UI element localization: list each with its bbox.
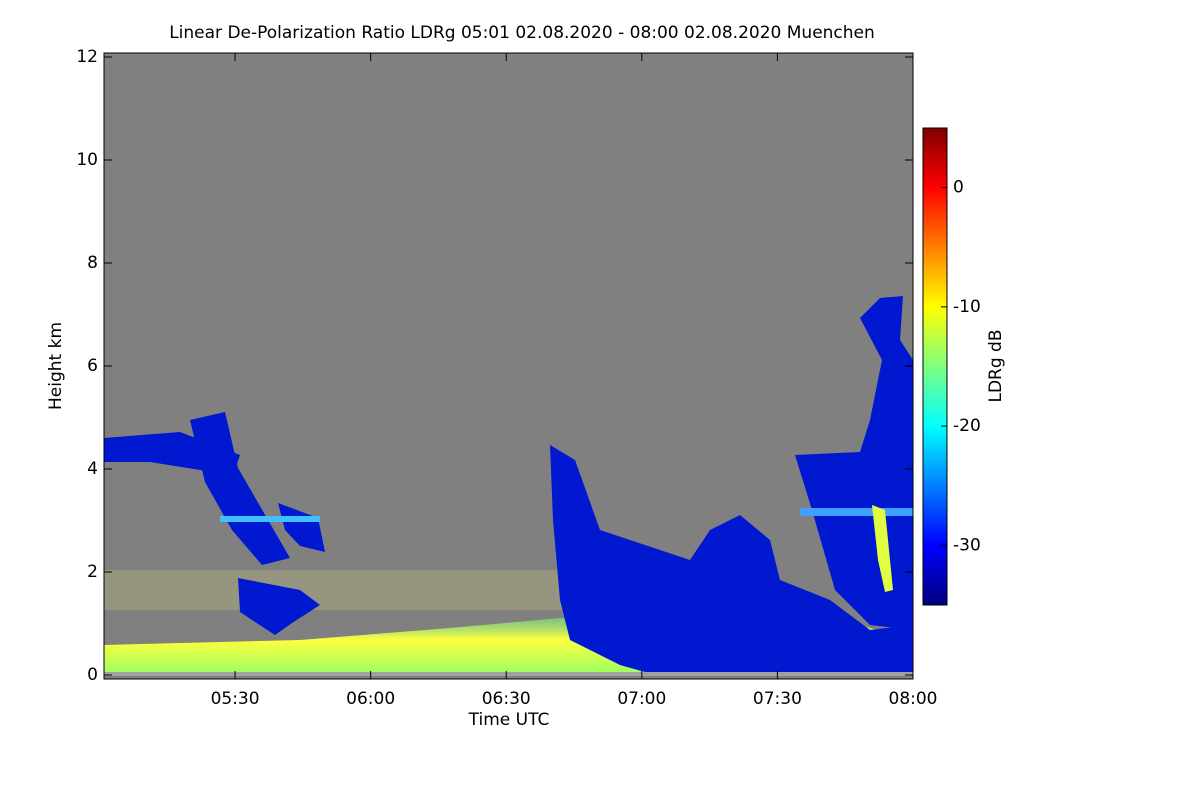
- echo-region: [872, 505, 893, 592]
- x-axis-label: Time UTC: [468, 710, 550, 730]
- echo-region: [220, 516, 320, 522]
- ground-strip: [104, 672, 913, 676]
- echo-region: [238, 578, 320, 635]
- colorbar-tick-label: 0: [953, 178, 964, 198]
- colorbar-tick-label: -30: [953, 535, 981, 555]
- x-tick-label: 06:30: [482, 689, 531, 709]
- x-tick-label: 07:00: [617, 689, 666, 709]
- y-tick-label: 4: [87, 459, 98, 479]
- echo-region: [190, 412, 290, 565]
- echo-region: [278, 503, 325, 552]
- echo-region: [800, 508, 913, 516]
- x-tick-label: 08:00: [889, 689, 938, 709]
- x-tick-label: 07:30: [753, 689, 802, 709]
- y-tick-label: 2: [87, 562, 98, 582]
- y-tick-label: 12: [76, 47, 98, 67]
- x-tick-label: 05:30: [211, 689, 260, 709]
- colorbar-label: LDRg dB: [986, 329, 1006, 402]
- chart-title: Linear De-Polarization Ratio LDRg 05:01 …: [169, 23, 875, 43]
- y-tick-label: 6: [87, 356, 98, 376]
- y-axis-label: Height km: [46, 322, 66, 410]
- colorbar-tick-label: -20: [953, 416, 981, 436]
- colorbar-tick-label: -10: [953, 297, 981, 317]
- y-tick-label: 0: [87, 665, 98, 685]
- y-tick-label: 10: [76, 150, 98, 170]
- echo-region: [550, 445, 913, 672]
- echo-layer: [104, 296, 913, 676]
- x-tick-label: 06:00: [346, 689, 395, 709]
- colorbar: [922, 127, 948, 606]
- y-tick-label: 8: [87, 253, 98, 273]
